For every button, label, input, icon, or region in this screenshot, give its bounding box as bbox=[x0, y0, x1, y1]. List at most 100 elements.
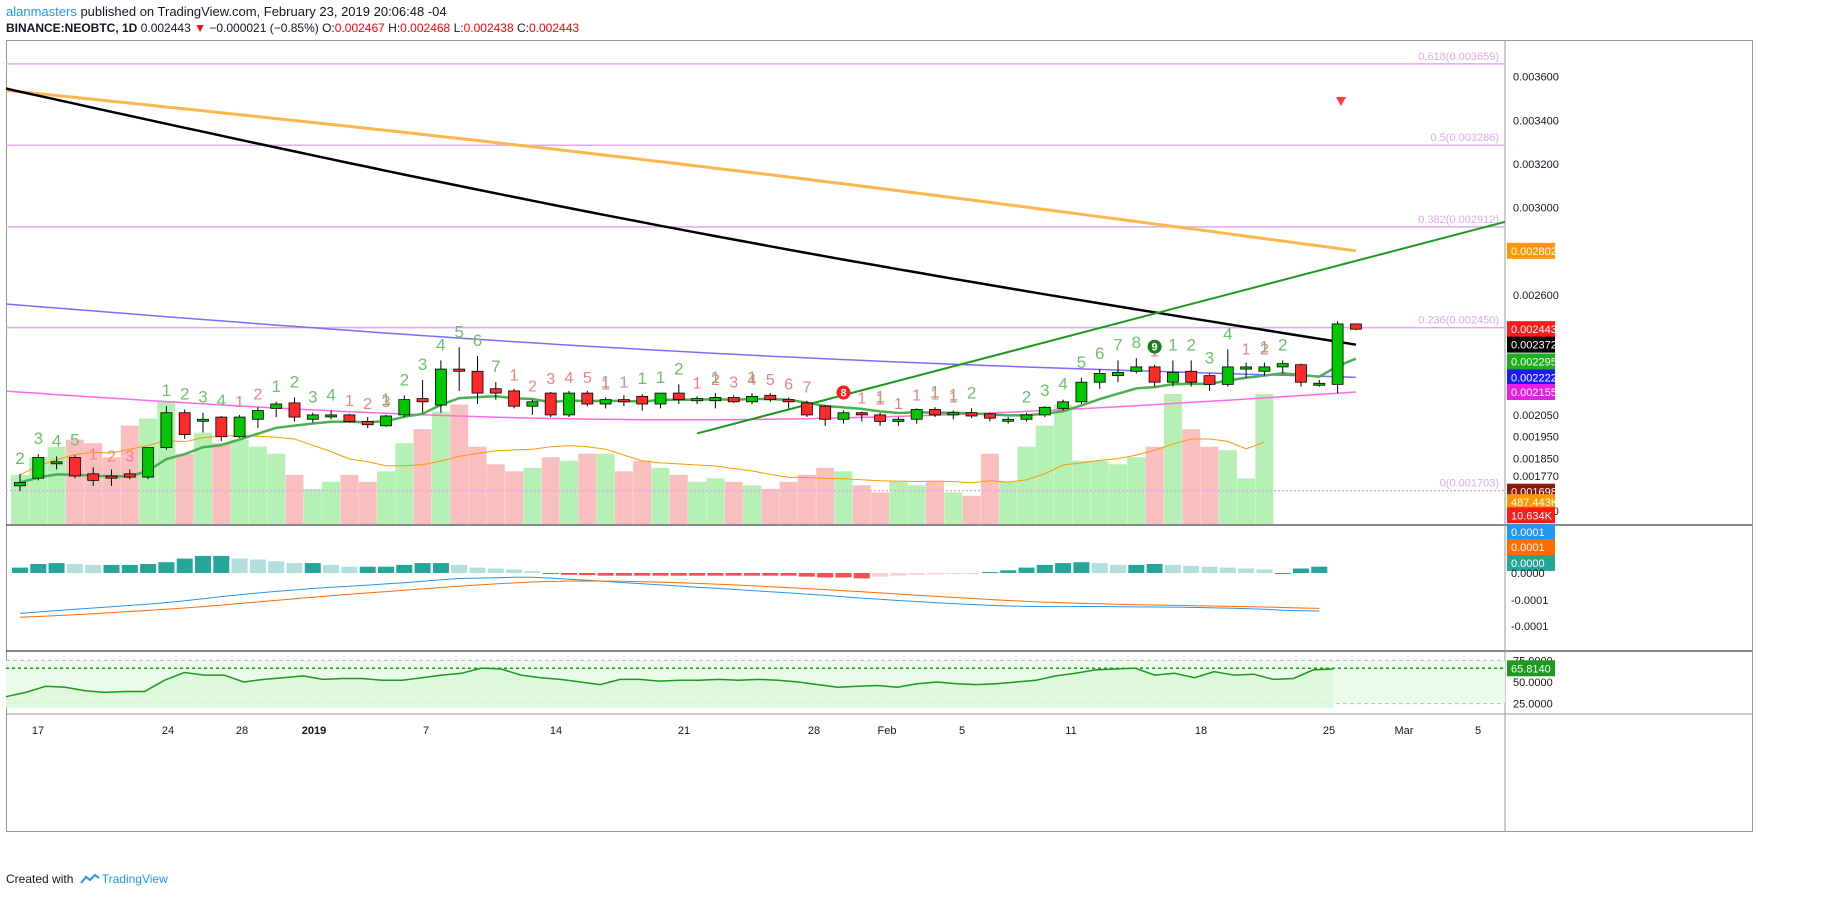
candle-body bbox=[618, 399, 630, 403]
volume-bar bbox=[486, 464, 505, 524]
price-axis-badge-label: 10.634K bbox=[1511, 510, 1553, 522]
ma-100-black-line bbox=[6, 87, 1357, 346]
candle-body bbox=[14, 482, 26, 487]
price-axis-tick: 0.002600 bbox=[1513, 290, 1559, 302]
candle-body bbox=[361, 421, 374, 426]
volume-bar bbox=[633, 460, 652, 524]
macd-histogram-bar bbox=[30, 564, 47, 573]
price-axis-tick: 0.003000 bbox=[1513, 203, 1559, 215]
candle-body bbox=[306, 414, 319, 420]
time-axis-label: 28 bbox=[236, 725, 248, 737]
td-buy-count: 3 bbox=[1040, 381, 1049, 400]
td-buy-count: 2 bbox=[400, 370, 409, 389]
rsi-axis-badge-label: 65.8140 bbox=[1511, 663, 1551, 675]
candle-body bbox=[1185, 370, 1198, 383]
macd-histogram-bar bbox=[1256, 569, 1273, 573]
candle-body bbox=[1258, 366, 1271, 372]
td-buy-count: 1 bbox=[637, 369, 646, 388]
td-sell-count: 2 bbox=[253, 386, 262, 403]
macd-histogram-bar bbox=[432, 563, 449, 573]
volume-bar bbox=[871, 492, 890, 524]
volume-bar bbox=[285, 474, 304, 524]
td-buy-count: 1 bbox=[711, 368, 720, 387]
time-axis-label: 18 bbox=[1195, 725, 1207, 737]
macd-histogram-bar bbox=[890, 573, 907, 576]
macd-signal-line bbox=[19, 580, 1320, 618]
candle-body bbox=[874, 414, 886, 422]
macd-histogram-bar bbox=[927, 573, 943, 575]
price-change: −0.000021 (−0.85%) bbox=[209, 21, 319, 35]
time-axis-label: 5 bbox=[1475, 725, 1481, 737]
candle-body bbox=[1002, 418, 1015, 422]
td-buy-count: 4 bbox=[1223, 324, 1232, 343]
volume-bar bbox=[797, 474, 816, 524]
macd-histogram-bar bbox=[469, 567, 486, 573]
tradingview-logo-icon bbox=[79, 873, 100, 884]
candle-body bbox=[855, 412, 868, 416]
td-buy-count: 4 bbox=[326, 386, 335, 405]
td-buy-count: 5 bbox=[1077, 353, 1086, 372]
td-buy-count: 1 bbox=[1260, 338, 1269, 357]
candle-body bbox=[819, 405, 832, 420]
volume-bar bbox=[1200, 446, 1219, 524]
created-with-label: Created with bbox=[6, 872, 74, 886]
candle-body bbox=[1203, 375, 1216, 385]
volume-bar bbox=[706, 478, 725, 524]
candle-body bbox=[50, 461, 63, 465]
down-arrow-icon: ▼ bbox=[194, 21, 206, 35]
macd-histogram-bar bbox=[85, 564, 102, 573]
candle-body bbox=[178, 412, 191, 435]
macd-axis-badge bbox=[1507, 539, 1555, 555]
symbol-legend: BINANCE:NEOBTC, 1D 0.002443 ▼ −0.000021 … bbox=[6, 21, 579, 35]
macd-histogram-bar bbox=[1036, 564, 1053, 573]
volume-bar bbox=[1163, 394, 1182, 524]
td-buy-count: 3 bbox=[34, 429, 43, 448]
macd-histogram-bar bbox=[817, 573, 834, 578]
tradingview-brand-link[interactable]: TradingView bbox=[101, 872, 168, 886]
td-buy-count: 3 bbox=[418, 355, 427, 374]
td-buy-count: 3 bbox=[198, 388, 207, 407]
td-sell-count: 2 bbox=[107, 448, 116, 465]
price-axis-badge-label: 0.002802 bbox=[1511, 246, 1557, 258]
candle-body bbox=[599, 399, 612, 405]
publish-line: alanmasters published on TradingView.com… bbox=[6, 4, 447, 19]
rsi-axis-tick: 25.0000 bbox=[1513, 699, 1553, 711]
macd-histogram-bar bbox=[1073, 562, 1090, 573]
candle-body bbox=[1057, 401, 1069, 409]
candle-body bbox=[32, 457, 45, 479]
candle-body bbox=[563, 392, 575, 416]
macd-histogram-bar bbox=[744, 573, 760, 576]
volume-bar bbox=[523, 467, 542, 524]
macd-histogram-bar bbox=[1128, 564, 1145, 573]
td-signal-label: 8 bbox=[840, 388, 846, 400]
macd-histogram-bar bbox=[213, 555, 230, 573]
macd-histogram-bar bbox=[487, 568, 504, 573]
candle-body bbox=[654, 392, 667, 405]
macd-histogram-bar bbox=[798, 573, 815, 577]
candle-body bbox=[197, 418, 209, 422]
volume-bar bbox=[816, 467, 835, 524]
td-sell-count: 4 bbox=[565, 370, 574, 387]
volume-bar bbox=[779, 481, 798, 524]
volume-bar bbox=[175, 453, 194, 524]
volume-bar bbox=[1255, 394, 1274, 524]
price-axis-tick: 0.002050 bbox=[1513, 410, 1559, 422]
td-buy-count: 5 bbox=[454, 322, 463, 341]
publish-info: published on TradingView.com, February 2… bbox=[80, 4, 447, 19]
price-axis-badge bbox=[1507, 494, 1555, 511]
volume-bar bbox=[431, 411, 450, 524]
td-sell-count: 2 bbox=[528, 379, 537, 396]
candle-body bbox=[434, 368, 447, 406]
td-buy-count: 2 bbox=[15, 449, 24, 468]
td-buy-count: 1 bbox=[601, 372, 610, 391]
volume-bar bbox=[852, 485, 871, 524]
macd-histogram-bar bbox=[853, 573, 870, 579]
td-sell-count: 1 bbox=[876, 392, 885, 409]
td-sell-count: 5 bbox=[766, 372, 775, 389]
macd-histogram-bar bbox=[506, 569, 523, 573]
ma-pink-line bbox=[6, 390, 1356, 421]
chart-frame[interactable] bbox=[6, 40, 1753, 832]
author-link[interactable]: alanmasters bbox=[6, 4, 77, 19]
macd-histogram-bar bbox=[835, 573, 852, 578]
